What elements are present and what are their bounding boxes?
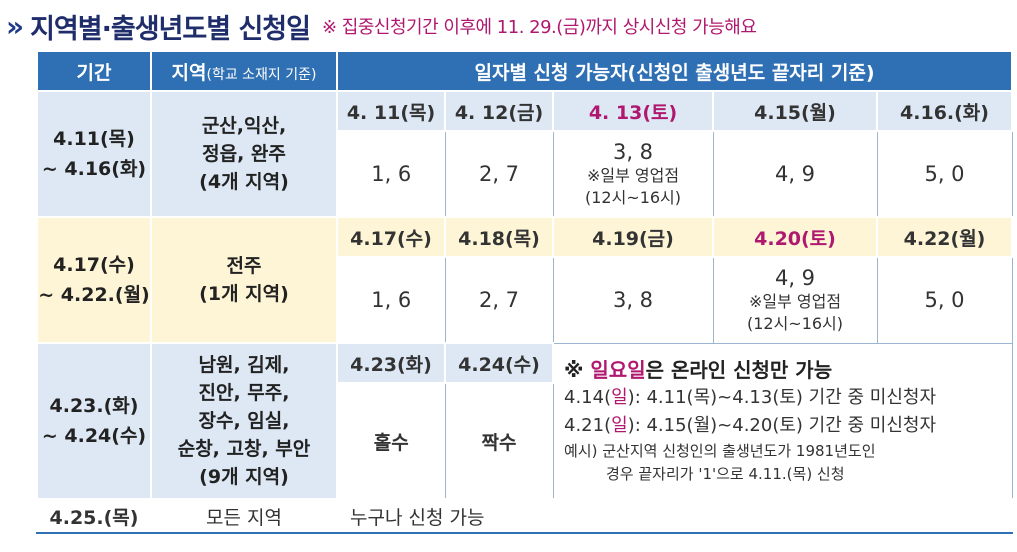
note-title: ※ 일요일은 온라인 신청만 가능 — [564, 357, 833, 382]
row2-dayheads: 4.17(수) ~ 4.22.(월) 전주 (1개 지역) 4.17(수) 4.18… — [36, 216, 1014, 344]
last-desc: 누구나 신청 가능 — [335, 498, 1014, 534]
last-row: 4.25.(목) 모든 지역 누구나 신청 가능 — [36, 498, 1014, 534]
row2-value-4: 4, 9 ※일부 영업점 (12시~16시) — [712, 256, 878, 344]
row2-day-4: 4.20(토) — [712, 216, 878, 258]
header-days: 일자별 신청 가능자(신청인 출생년도 끝자리 기준) — [335, 50, 1014, 92]
row2-region: 전주 (1개 지역) — [150, 216, 338, 344]
row3-day-1: 4.23(화) — [336, 342, 446, 384]
row1-region: 군산,익산, 정읍, 완주 (4개 지역) — [150, 90, 338, 218]
row1-value-5: 5, 0 — [876, 130, 1013, 218]
row3-dayheads: 4.23.(화) ~ 4.24(수) 남원, 김제, 진안, 무주, 장수, 임실, 순… — [36, 342, 1013, 500]
row1-day-2: 4. 12(금) — [444, 90, 554, 132]
note-line-1: 4.14(일): 4.11(목)~4.13(토) 기간 중 미신청자 — [564, 386, 937, 408]
row1-period: 4.11(목) ~ 4.16(화) — [36, 90, 152, 218]
row1-dayheads: 4.11(목) ~ 4.16(화) 군산,익산, 정읍, 완주 (4개 지역) 4. … — [36, 90, 1014, 218]
title-bar: » 지역별·출생년도별 신청일 ※ 집중신청기간 이후에 11. 29.(금)까… — [6, 6, 1011, 46]
chevron-icon: » — [6, 9, 24, 43]
row2-value-3: 3, 8 — [552, 256, 714, 344]
header-region: 지역(학교 소재지 기준) — [150, 50, 338, 92]
row1-value-2: 2, 7 — [444, 130, 554, 218]
row2-day-2: 4.18(목) — [444, 216, 554, 258]
row3-values: 홀수 짝수 — [37, 382, 1012, 500]
page-title: 지역별·출생년도별 신청일 — [30, 13, 311, 45]
row1-value-1: 1, 6 — [336, 130, 446, 218]
header-period: 기간 — [36, 50, 152, 92]
row1-day-5: 4.16.(화) — [875, 90, 1014, 132]
row3-period: 4.23.(화) ~ 4.24(수) — [36, 342, 152, 500]
row1-day-3: 4. 13(토) — [552, 90, 714, 132]
row2-value-2: 2, 7 — [444, 256, 554, 344]
row3-value-1: 홀수 — [336, 382, 446, 500]
row2-day-3: 4.19(금) — [552, 216, 714, 258]
row2-values: 1, 6 2, 7 3, 8 4, 9 ※일부 영업점 (12시~16시) 5,… — [37, 256, 1013, 344]
note-example-2: 경우 끝자리가 '1'으로 4.11.(목) 신청 — [606, 464, 845, 483]
row1-value-4: 4, 9 — [712, 130, 878, 218]
row2-day-5: 4.22(월) — [875, 216, 1014, 258]
title-note: ※ 집중신청기간 이후에 11. 29.(금)까지 상시신청 가능해요 — [322, 17, 757, 38]
row2-day-1: 4.17(수) — [336, 216, 446, 258]
last-region: 모든 지역 — [150, 498, 338, 534]
note-line-2: 4.21(일): 4.15(월)~4.20(토) 기간 중 미신청자 — [564, 414, 937, 436]
row1-day-1: 4. 11(목) — [336, 90, 446, 132]
row2-value-1: 1, 6 — [336, 256, 446, 344]
row3-note: ※ 일요일은 온라인 신청만 가능 4.14(일): 4.11(목)~4.13(… — [552, 342, 1013, 500]
row2-value-5: 5, 0 — [876, 256, 1013, 344]
row3-region: 남원, 김제, 진안, 무주, 장수, 임실, 순창, 고창, 부안 (9개 지역) — [150, 342, 338, 500]
row3-day-2: 4.24(수) — [444, 342, 554, 384]
note-example-1: 예시) 군산지역 신청인의 출생년도가 1981년도인 — [564, 441, 876, 460]
header-row: 기간 지역(학교 소재지 기준) 일자별 신청 가능자(신청인 출생년도 끝자리… — [36, 50, 1014, 92]
schedule-table: 기간 지역(학교 소재지 기준) 일자별 신청 가능자(신청인 출생년도 끝자리… — [36, 50, 1014, 534]
row1-values: 1, 6 2, 7 3, 8 ※일부 영업점 (12시~16시) 4, 9 5,… — [37, 130, 1013, 218]
row1-day-4: 4.15(월) — [712, 90, 878, 132]
row2-period: 4.17(수) ~ 4.22.(월) — [36, 216, 152, 344]
last-period: 4.25.(목) — [36, 498, 152, 534]
row1-value-3: 3, 8 ※일부 영업점 (12시~16시) — [552, 130, 714, 218]
row3-value-2: 짝수 — [444, 382, 554, 500]
